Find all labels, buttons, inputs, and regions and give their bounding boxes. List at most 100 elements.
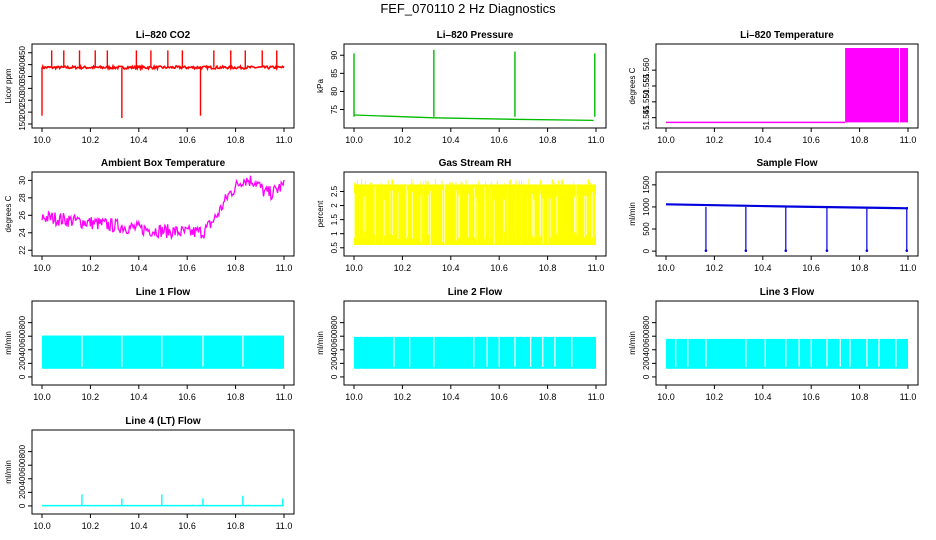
data-layer: [666, 48, 908, 124]
y-tick-label: 80: [330, 86, 339, 95]
chart-line2: Line 2 Flow ml/min 10.0 10.2 10.4 10.6 10.8 11.…: [316, 287, 607, 402]
x-tick-label: 10.0: [657, 392, 675, 402]
x-tick-label: 10.4: [130, 521, 148, 531]
x-tick-label: 10.0: [33, 392, 51, 402]
y-tick-label: 26: [18, 210, 27, 219]
y-tick-label: 2: [330, 203, 339, 208]
dip-point: [825, 249, 829, 252]
x-tick-label: 10.2: [82, 263, 100, 273]
x-tick-label: 10.8: [539, 135, 557, 145]
x-tick-label: 10.8: [227, 263, 245, 273]
data-layer: [665, 203, 909, 252]
plot-frame: [31, 43, 295, 129]
x-tick-label: 10.0: [345, 263, 363, 273]
x-tick-label: 10.4: [442, 135, 460, 145]
y-tick-label: 0: [18, 503, 27, 508]
y-tick-label: 150: [18, 117, 27, 131]
chart-co2: Li–820 CO2 Licor ppm 10.0 10.2 10.4 10.6 10.8 1…: [4, 30, 295, 145]
chart-title: Line 1 Flow: [136, 287, 191, 298]
y-axis-label: ml/min: [4, 460, 13, 484]
dip-point: [865, 249, 869, 252]
x-tick-label: 10.6: [178, 392, 196, 402]
figure-title: FEF_070110 2 Hz Diagnostics: [380, 1, 556, 16]
x-tick-label: 10.8: [227, 521, 245, 531]
x-tick-label: 10.6: [490, 263, 508, 273]
y-tick-label: 0: [18, 374, 27, 379]
series-fill: [354, 184, 596, 245]
y-tick-label: 1: [330, 231, 339, 236]
x-tick-label: 10.4: [130, 135, 148, 145]
chart-temperature: Li–820 Temperature degrees C 10.0 10.2 10.4 1…: [628, 30, 919, 145]
x-tick-label: 10.2: [82, 135, 100, 145]
x-tick-label: 11.0: [900, 263, 917, 273]
x-tick-label: 10.2: [394, 392, 412, 402]
y-tick-label: 600: [18, 329, 27, 343]
y-tick-label: 800: [18, 444, 27, 458]
x-tick-label: 11.0: [276, 263, 293, 273]
y-tick-label: 400: [18, 57, 27, 71]
x-tick-label: 11.0: [588, 392, 605, 402]
series-line: [41, 175, 285, 241]
y-tick-label: 24: [18, 228, 27, 237]
x-tick-label: 10.6: [178, 135, 196, 145]
y-tick-label: 400: [18, 472, 27, 486]
chart-sampleflow: Sample Flow ml/min 10.0 10.2 10.4 10.6 10.8 11.…: [628, 158, 919, 273]
y-tick-label: 22: [18, 245, 27, 254]
x-tick-label: 10.6: [802, 135, 820, 145]
y-tick-label: 600: [642, 329, 651, 343]
series-line: [353, 114, 594, 122]
plot-frame: [31, 429, 295, 515]
y-tick-label: 1500: [642, 175, 651, 193]
x-tick-label: 10.8: [227, 392, 245, 402]
chart-title: Line 3 Flow: [760, 287, 815, 298]
y-tick-label: 400: [18, 343, 27, 357]
y-axis-label: kPa: [316, 79, 325, 93]
chart-title: Line 4 (LT) Flow: [125, 416, 201, 427]
y-tick-label: 51.545: [642, 105, 651, 130]
series-fill: [666, 338, 908, 369]
y-tick-label: 500: [642, 222, 651, 236]
x-tick-label: 10.8: [851, 263, 869, 273]
y-axis-label: ml/min: [628, 202, 637, 226]
x-tick-label: 10.2: [394, 263, 412, 273]
x-tick-label: 10.4: [130, 263, 148, 273]
plot-frame: [31, 300, 295, 386]
chart-title: Li–820 Pressure: [437, 30, 514, 41]
y-tick-label: 450: [18, 46, 27, 60]
x-tick-label: 10.2: [706, 392, 724, 402]
plot-frame: [655, 171, 919, 257]
x-tick-label: 10.0: [33, 263, 51, 273]
x-tick-label: 11.0: [276, 392, 293, 402]
data-layer: [354, 336, 596, 369]
chart-line3: Line 3 Flow ml/min 10.0 10.2 10.4 10.6 10.8 11.…: [628, 287, 919, 402]
chart-line1: Line 1 Flow ml/min 10.0 10.2 10.4 10.6 10.8 11.…: [4, 287, 295, 402]
y-tick-label: 0: [642, 248, 651, 253]
chart-title: Ambient Box Temperature: [101, 158, 226, 169]
x-tick-label: 10.0: [657, 135, 675, 145]
y-tick-label: 0: [642, 374, 651, 379]
x-tick-label: 10.6: [802, 392, 820, 402]
y-tick-label: 51.550: [642, 89, 651, 114]
y-tick-label: 800: [642, 315, 651, 329]
chart-title: Line 2 Flow: [448, 287, 503, 298]
x-tick-label: 10.8: [227, 135, 245, 145]
data-layer: [42, 334, 284, 369]
y-axis-label: Licor ppm: [4, 68, 13, 103]
chart-ambient: Ambient Box Temperature degrees C 10.0 10.2…: [4, 158, 295, 273]
y-tick-label: 200: [18, 485, 27, 499]
x-tick-label: 10.4: [754, 135, 772, 145]
y-tick-label: 90: [330, 50, 339, 59]
series-line: [41, 63, 285, 72]
y-tick-label: 400: [642, 343, 651, 357]
x-tick-label: 10.2: [706, 135, 724, 145]
y-tick-label: 800: [18, 315, 27, 329]
y-tick-label: 51.560: [642, 57, 651, 82]
y-tick-label: 800: [330, 315, 339, 329]
y-axis-label: ml/min: [4, 331, 13, 355]
x-tick-label: 11.0: [588, 263, 605, 273]
data-layer: [42, 494, 284, 507]
y-axis-label: ml/min: [316, 331, 325, 355]
y-tick-label: 200: [642, 356, 651, 370]
x-tick-label: 10.6: [490, 135, 508, 145]
